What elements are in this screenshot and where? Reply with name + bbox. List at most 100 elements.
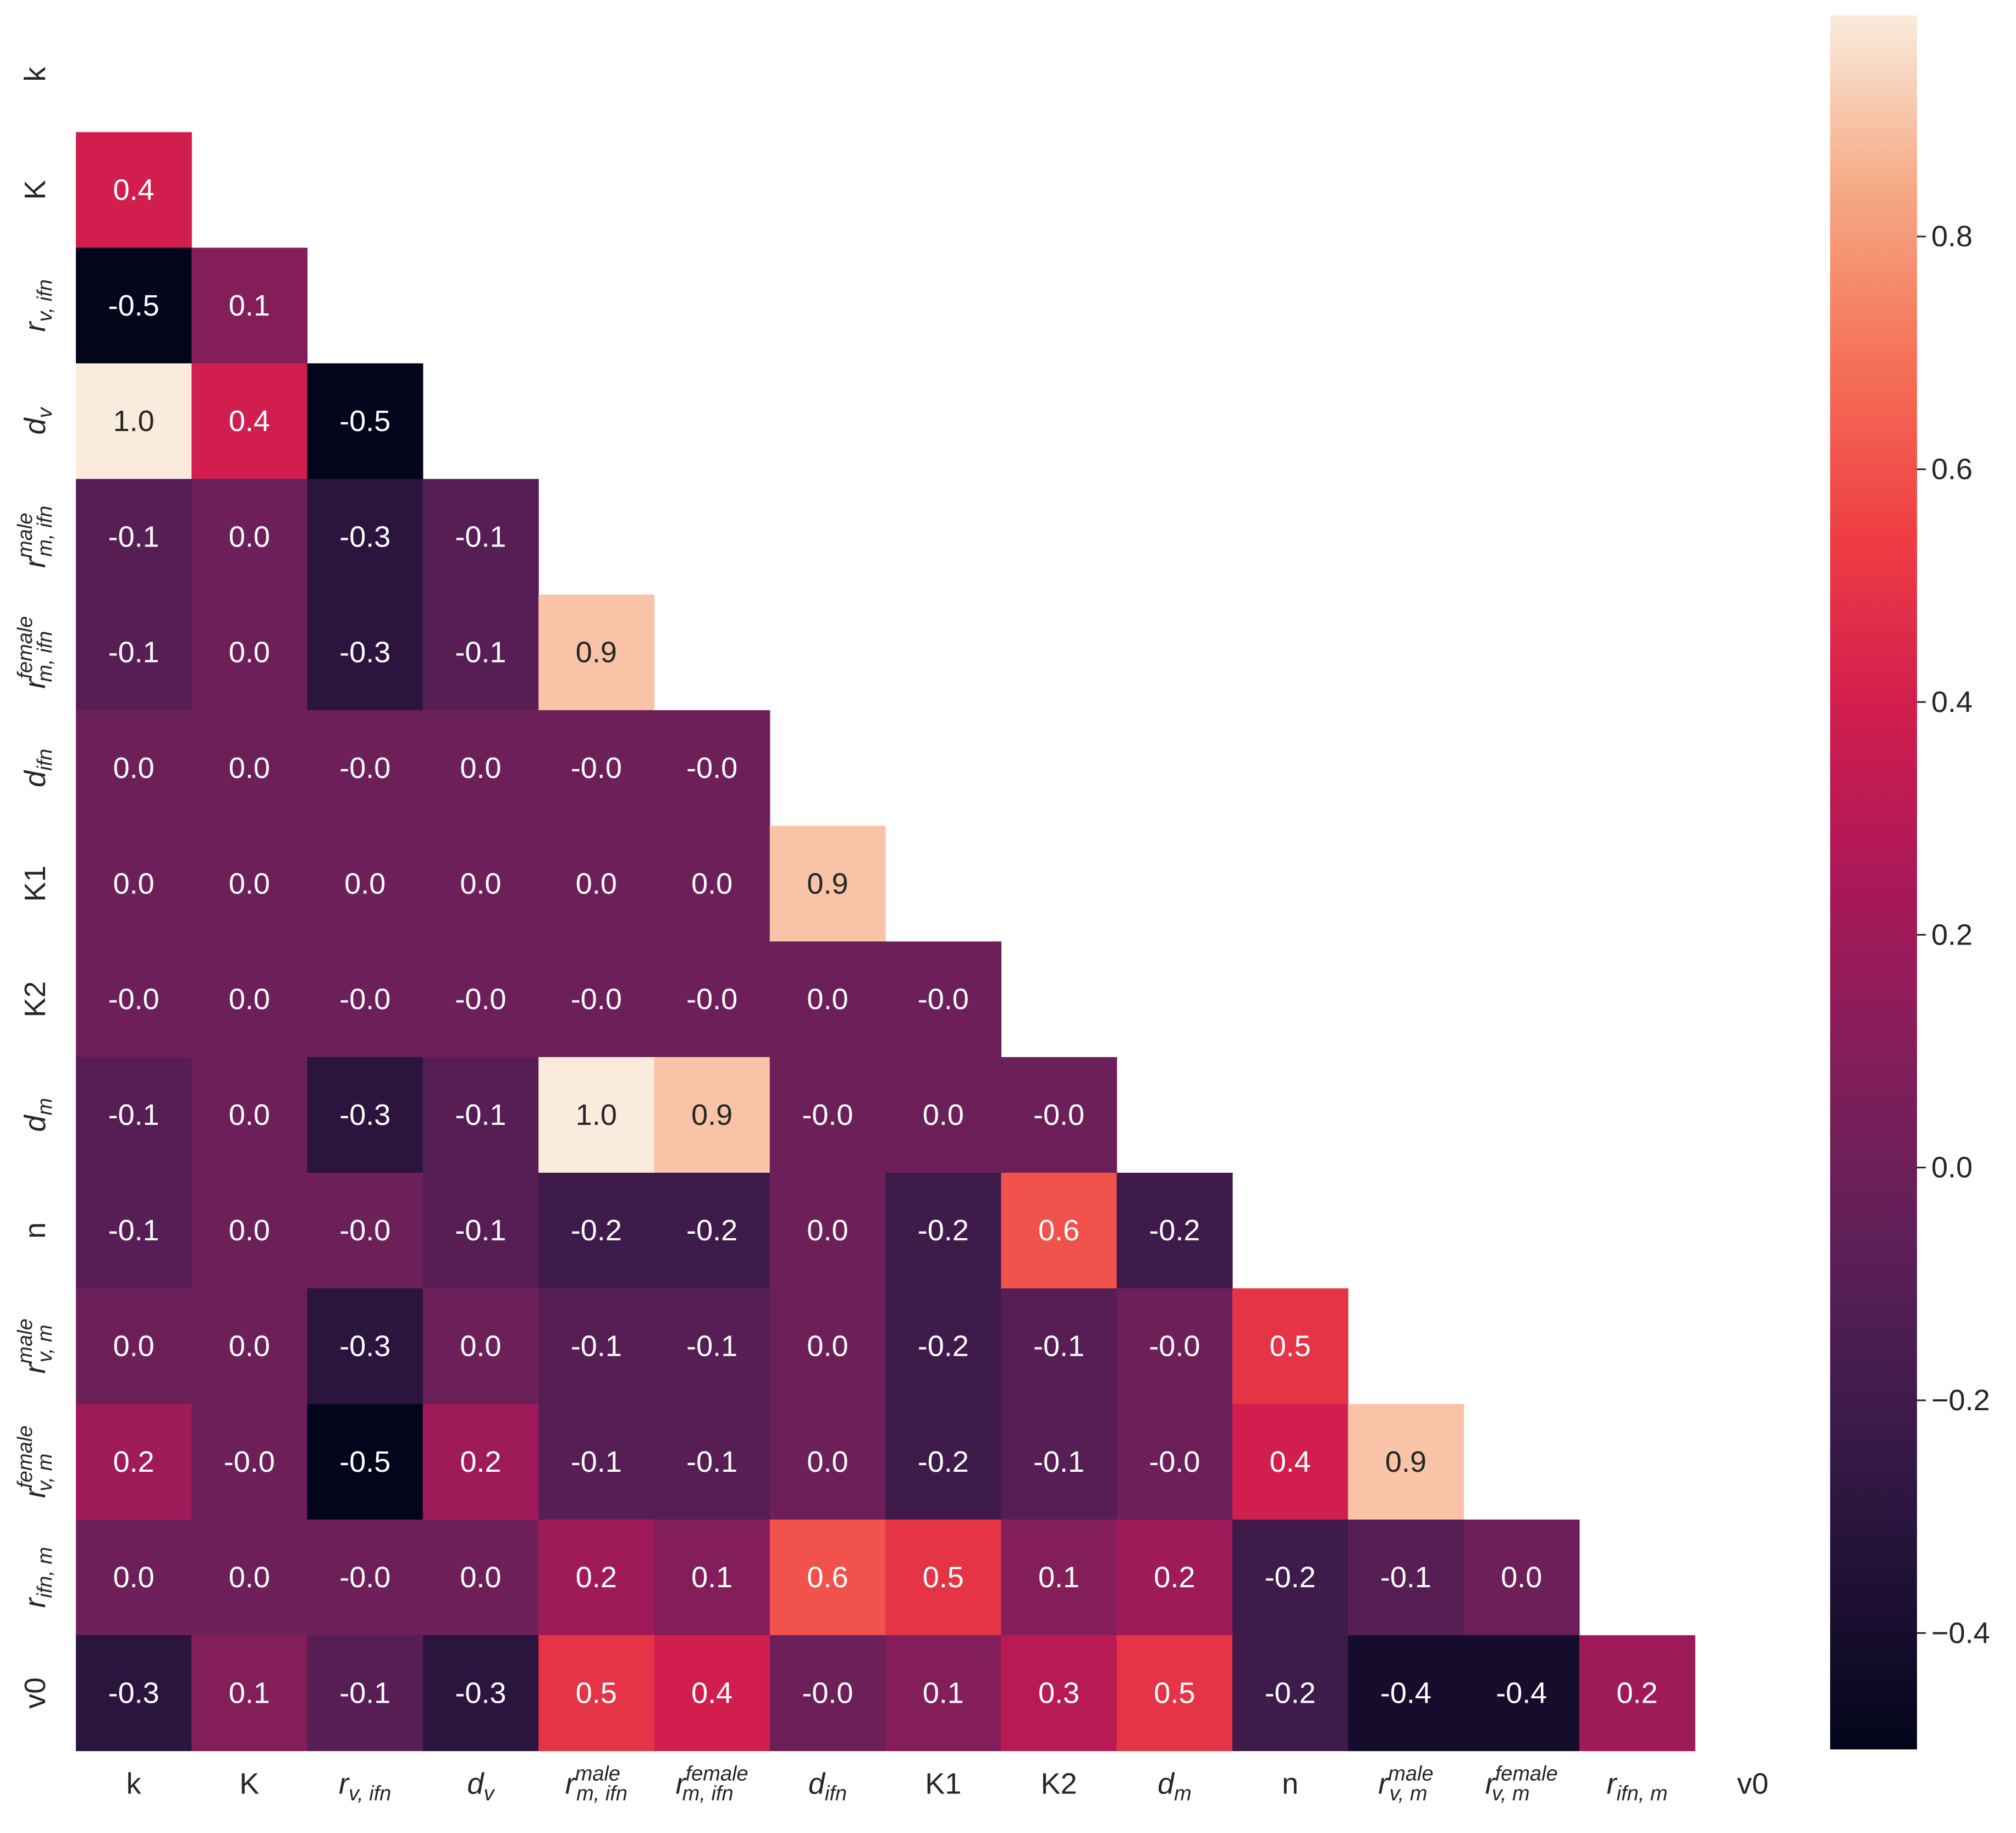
y-tick-r_ifn_m: rifn, m (19, 1547, 57, 1608)
cell-value-r_m_ifn_female-r_m_ifn_male: 0.9 (576, 636, 617, 669)
cell-value-d_m-K: 0.0 (229, 1098, 270, 1131)
heatmap-cell-K2-r_m_ifn_female (654, 941, 770, 1058)
cell-value-r_v_m_male-d_ifn: 0.0 (807, 1329, 848, 1362)
heatmap-cell-r_v_m_female-r_v_m_male (1348, 1404, 1464, 1520)
heatmap-cell-K2-d_v (422, 941, 539, 1058)
cell-value-K1-K: 0.0 (229, 867, 270, 900)
cell-annotations: 0.4 -0.5 0.1 1.0 0.4 -0.5 -0.1 0.0 -0.3 -0.1 -0.1 0… (108, 173, 1658, 1709)
cell-value-K2-d_v: -0.0 (455, 983, 506, 1016)
heatmap-cell-r_v_m_male-K2 (1001, 1288, 1117, 1405)
cell-value-r_ifn_m-d_v: 0.0 (460, 1561, 502, 1594)
heatmap-cell-K1-d_ifn (769, 826, 886, 942)
cell-value-r_v_m_female-r_v_m_male: 0.9 (1385, 1445, 1426, 1478)
cell-value-d_v-k: 1.0 (113, 405, 155, 438)
heatmap-cell-r_v_m_female-K2 (1001, 1404, 1117, 1520)
heatmap-cell-d_ifn-k (76, 710, 192, 826)
cell-value-d_ifn-r_m_ifn_male: -0.0 (571, 752, 622, 785)
y-tick-v0: v0 (19, 1677, 52, 1709)
heatmap-cell-d_ifn-r_v_ifn (307, 710, 423, 826)
cell-value-K2-d_ifn: 0.0 (807, 983, 848, 1016)
x-tick-d_v: dv (467, 1768, 495, 1806)
heatmap-cell-v0-r_m_ifn_male (538, 1635, 655, 1752)
heatmap-cell-K1-r_m_ifn_female (654, 826, 770, 942)
heatmap-cell-r_v_m_female-K (191, 1404, 308, 1520)
heatmap-cell-v0-r_ifn_m (1579, 1635, 1695, 1752)
heatmap-cell-r_v_ifn-k (76, 247, 192, 364)
heatmap-cell-r_ifn_m-r_v_m_male (1348, 1519, 1464, 1636)
heatmap-cell-K2-r_m_ifn_male (538, 941, 655, 1058)
heatmap-cell-v0-K2 (1001, 1635, 1117, 1752)
cell-value-r_ifn_m-k: 0.0 (113, 1561, 155, 1594)
cell-value-r_m_ifn_female-K: 0.0 (229, 636, 270, 669)
cell-value-v0-K1: 0.1 (923, 1676, 964, 1709)
y-tick-n: n (19, 1222, 52, 1239)
cell-value-d_ifn-k: 0.0 (113, 752, 155, 785)
y-tick-d_ifn: difn (19, 749, 57, 787)
cell-value-v0-k: -0.3 (108, 1676, 159, 1709)
cell-value-v0-r_v_ifn: -0.1 (339, 1676, 390, 1709)
cell-value-K1-d_ifn: 0.9 (807, 867, 848, 900)
heatmap-cell-v0-K1 (885, 1635, 1001, 1752)
y-tick-r_v_m_female: rfemalev, m (14, 1426, 57, 1498)
cell-value-d_ifn-r_m_ifn_female: -0.0 (686, 752, 737, 785)
cell-value-r_v_ifn-k: -0.5 (108, 289, 159, 322)
cell-value-r_v_m_male-K1: -0.2 (918, 1329, 969, 1362)
heatmap-cell-d_ifn-r_m_ifn_female (654, 710, 770, 826)
cell-value-K-k: 0.4 (113, 173, 155, 206)
heatmap-cell-r_m_ifn_female-r_m_ifn_male (538, 594, 655, 711)
cell-value-r_m_ifn_female-d_v: -0.1 (455, 636, 506, 669)
cell-value-r_ifn_m-r_v_m_female: 0.0 (1501, 1561, 1542, 1594)
heatmap-cell-K2-k (76, 941, 192, 1058)
heatmap-cell-r_ifn_m-k (76, 1519, 192, 1636)
cell-value-r_ifn_m-r_v_ifn: -0.0 (339, 1561, 390, 1594)
heatmap-cell-n-K1 (885, 1173, 1001, 1289)
heatmap-cell-r_v_m_male-r_v_ifn (307, 1288, 423, 1405)
heatmap-cell-r_v_m_female-K1 (885, 1404, 1001, 1520)
y-tick-r_v_ifn: rv, ifn (19, 279, 57, 332)
heatmap-cell-d_v-k (76, 363, 192, 479)
heatmap-cell-r_v_m_female-n (1232, 1404, 1348, 1520)
heatmap-cell-d_ifn-d_v (422, 710, 539, 826)
cell-value-d_m-d_ifn: -0.0 (802, 1098, 853, 1131)
cell-value-K2-r_m_ifn_male: -0.0 (571, 983, 622, 1016)
heatmap-cell-K2-K1 (885, 941, 1001, 1058)
cell-value-v0-K2: 0.3 (1038, 1676, 1079, 1709)
heatmap-cell-K2-r_v_ifn (307, 941, 423, 1058)
heatmap-cell-r_m_ifn_male-K (191, 479, 308, 595)
cell-value-d_m-K1: 0.0 (923, 1098, 964, 1131)
cell-value-r_v_m_female-n: 0.4 (1270, 1445, 1311, 1478)
cell-value-r_m_ifn_male-k: -0.1 (108, 520, 159, 553)
heatmap-cell-r_v_m_female-k (76, 1404, 192, 1520)
y-tick-labels: k Krv, ifn dv rmalem, ifn rfemalem, ifn difn K… (14, 67, 57, 1709)
x-tick-K1: K1 (925, 1768, 961, 1801)
cell-value-d_m-r_m_ifn_female: 0.9 (691, 1098, 732, 1131)
cell-value-r_v_m_female-r_m_ifn_female: -0.1 (686, 1445, 737, 1478)
cell-value-K1-k: 0.0 (113, 867, 155, 900)
cell-value-v0-K: 0.1 (229, 1676, 270, 1709)
heatmap-cell-K2-K (191, 941, 308, 1058)
cell-value-d_m-k: -0.1 (108, 1098, 159, 1131)
heatmap-cell-d_ifn-r_m_ifn_male (538, 710, 655, 826)
cell-value-K2-K: 0.0 (229, 983, 270, 1016)
cell-value-v0-d_m: 0.5 (1154, 1676, 1195, 1709)
x-tick-r_v_ifn: rv, ifn (339, 1768, 391, 1806)
heatmap-cell-r_v_m_male-k (76, 1288, 192, 1405)
cell-value-r_v_m_male-r_m_ifn_male: -0.1 (571, 1329, 622, 1362)
cell-value-n-r_m_ifn_female: -0.2 (686, 1214, 737, 1247)
heatmap-cell-K1-d_v (422, 826, 539, 942)
cell-value-n-r_m_ifn_male: -0.2 (571, 1214, 622, 1247)
cell-value-v0-d_ifn: -0.0 (802, 1676, 853, 1709)
heatmap-cell-r_v_m_female-r_m_ifn_female (654, 1404, 770, 1520)
heatmap-cell-r_v_ifn-K (191, 247, 308, 364)
heatmap-cell-r_m_ifn_female-r_v_ifn (307, 594, 423, 711)
cell-value-r_m_ifn_female-k: -0.1 (108, 636, 159, 669)
cell-value-n-r_v_ifn: -0.0 (339, 1214, 390, 1247)
heatmap-cell-n-r_m_ifn_male (538, 1173, 655, 1289)
heatmap-cell-r_ifn_m-d_m (1116, 1519, 1233, 1636)
cell-value-d_v-K: 0.4 (229, 405, 270, 438)
heatmap-cell-d_m-d_v (422, 1057, 539, 1173)
cell-value-r_v_m_female-K2: -0.1 (1033, 1445, 1084, 1478)
cell-value-n-d_ifn: 0.0 (807, 1214, 848, 1247)
heatmap-cell-v0-d_m (1116, 1635, 1233, 1752)
x-tick-d_ifn: difn (808, 1768, 847, 1806)
